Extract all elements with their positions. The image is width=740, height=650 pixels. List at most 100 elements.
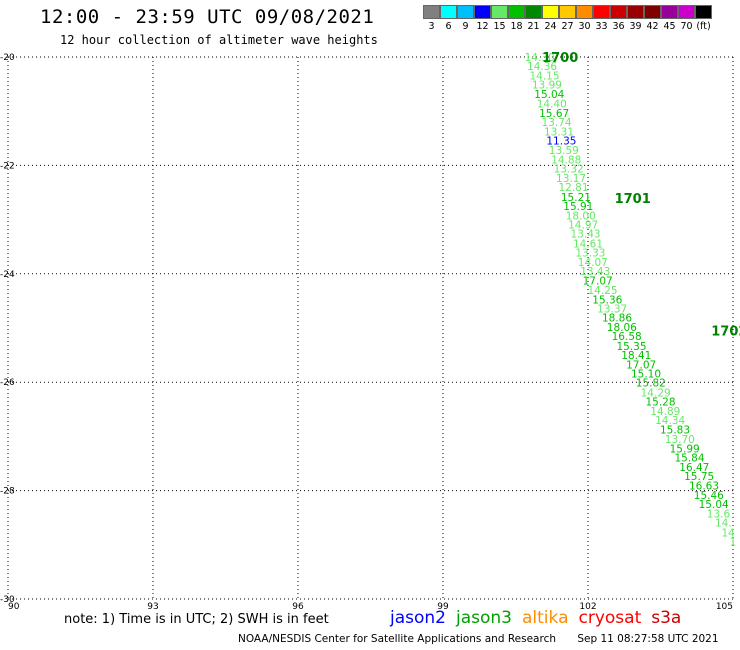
swh-value-label: 14.61 <box>573 238 603 250</box>
satellite-name-cryosat: cryosat <box>578 608 642 628</box>
swh-value-label: 15.21 <box>561 192 591 204</box>
legend-swatch <box>440 5 457 19</box>
footer-org: NOAA/NESDIS Center for Satellite Applica… <box>238 633 556 645</box>
legend-value: 70 <box>680 21 693 32</box>
time-label: 1701 <box>615 192 651 207</box>
swh-value-label: 16.63 <box>689 481 719 493</box>
swh-value-label: 16.58 <box>612 331 642 343</box>
swh-value-label: 14.88 <box>551 154 581 166</box>
legend-value: (ft) <box>696 21 711 32</box>
legend-value: 45 <box>663 21 676 32</box>
swh-value-label: 13.17 <box>556 173 586 185</box>
legend-swatch <box>695 5 712 19</box>
swh-value-label: 17.07 <box>583 275 613 287</box>
notes-text: note: 1) Time is in UTC; 2) SWH is in fe… <box>64 612 329 627</box>
swh-value-label: 14.30 <box>525 52 555 64</box>
y-tick-label: -24 <box>0 270 15 280</box>
legend-swatch <box>525 5 542 19</box>
legend-swatch <box>457 5 474 19</box>
swh-value-label: 15.84 <box>674 453 704 465</box>
y-tick-label: -30 <box>0 595 15 605</box>
swh-value-label: 18.41 <box>621 350 651 362</box>
legend-value: 3 <box>428 21 435 32</box>
x-tick-label: 105 <box>716 602 733 612</box>
legend-swatch <box>678 5 695 19</box>
footer: NOAA/NESDIS Center for Satellite Applica… <box>238 633 719 645</box>
swh-value-label: 15.75 <box>684 471 714 483</box>
y-tick-label: -28 <box>0 487 15 497</box>
page-title: 12:00 - 23:59 UTC 09/08/2021 <box>40 6 375 28</box>
swh-value-label: 12.81 <box>558 182 588 194</box>
swh-value-label: 18.86 <box>602 313 632 325</box>
legend-swatch <box>474 5 491 19</box>
swh-value-label: 11.35 <box>546 135 576 147</box>
swh-value-label: 13.43 <box>580 266 610 278</box>
y-tick-label: -26 <box>0 378 15 388</box>
legend-value: 33 <box>595 21 608 32</box>
swh-value-label: 15.36 <box>592 294 622 306</box>
swh-value-label: 13.99 <box>532 80 562 92</box>
swh-value-label: 15.99 <box>670 443 700 455</box>
swh-value-label: 15.82 <box>636 378 666 390</box>
legend-swatch <box>423 5 440 19</box>
swh-value-label: 14.34 <box>655 415 685 427</box>
swh-value-label: 15.04 <box>534 89 564 101</box>
y-tick-label: -22 <box>0 161 15 171</box>
swh-value-label: 15.67 <box>539 108 569 120</box>
legend-value: 12 <box>476 21 489 32</box>
satellite-name-s3a: s3a <box>651 608 682 628</box>
legend-value: 21 <box>527 21 540 32</box>
swh-value-label: 13.6 <box>707 508 731 520</box>
swh-value-label: 13.31 <box>544 126 574 138</box>
swh-value-label: 15.28 <box>645 397 675 409</box>
legend-swatch <box>542 5 559 19</box>
legend-value: 39 <box>629 21 642 32</box>
legend-value: 18 <box>510 21 523 32</box>
satellite-name-altika: altika <box>522 608 569 628</box>
page-subtitle: 12 hour collection of altimeter wave hei… <box>60 33 378 47</box>
legend-swatch <box>559 5 576 19</box>
swh-value-label: 13.37 <box>597 303 627 315</box>
swh-value-label: 14 <box>721 527 735 539</box>
legend-value: 42 <box>646 21 659 32</box>
legend-swatch <box>661 5 678 19</box>
legend-value: 27 <box>561 21 574 32</box>
x-tick-label: 99 <box>437 602 449 612</box>
swh-value-label: 15.46 <box>694 490 724 502</box>
legend-swatch <box>576 5 593 19</box>
swh-value-label: 13.59 <box>549 145 579 157</box>
legend-value: 24 <box>544 21 557 32</box>
swh-value-label: 14.15 <box>529 70 559 82</box>
swh-value-label: 14.36 <box>527 61 557 73</box>
swh-value-label: 18.00 <box>566 210 596 222</box>
swh-value-label: 14.25 <box>587 285 617 297</box>
swh-value-label: 13.32 <box>554 164 584 176</box>
legend-swatch <box>627 5 644 19</box>
legend-swatch <box>610 5 627 19</box>
x-tick-label: 93 <box>147 602 158 612</box>
swh-value-label: 13.43 <box>571 229 601 241</box>
legend-swatch <box>644 5 661 19</box>
x-tick-label: 102 <box>579 602 596 612</box>
swh-value-label: 14. <box>715 518 732 530</box>
legend-swatch <box>491 5 508 19</box>
legend-swatch <box>593 5 610 19</box>
color-legend: 3 6 9 12 15 18 21 24 27 30 33 36 39 42 45 70 (ft) <box>423 5 712 32</box>
swh-value-label: 14.29 <box>641 387 671 399</box>
legend-swatches <box>423 5 712 19</box>
swh-value-label: 13.33 <box>575 248 605 260</box>
swh-value-label: 16.47 <box>679 462 709 474</box>
swh-value-label: 15.04 <box>699 499 729 511</box>
legend-value: 15 <box>493 21 506 32</box>
legend-swatch <box>508 5 525 19</box>
swh-value-label: 18.06 <box>607 322 637 334</box>
satellite-legend: jason2 jason3 altika cryosat s3a <box>390 608 691 628</box>
swh-value-label: 14.97 <box>568 219 598 231</box>
swh-value-label: 17.07 <box>626 359 656 371</box>
swh-value-label: 13.74 <box>542 117 572 129</box>
x-tick-label: 90 <box>8 602 20 612</box>
swh-value-label: 14.40 <box>537 99 567 111</box>
swh-value-label: 15.35 <box>616 341 646 353</box>
y-tick-label: -20 <box>0 53 15 63</box>
